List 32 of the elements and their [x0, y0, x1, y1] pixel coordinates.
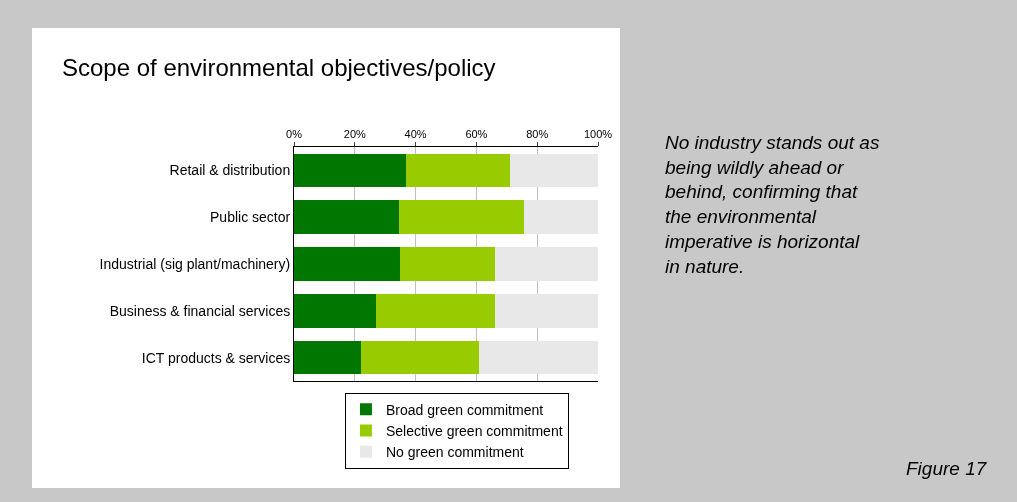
bar [494, 247, 598, 281]
y-tick-label: Retail & distribution [169, 162, 291, 179]
text: No industry stands out as being wildly ahead or behind, confirming that the environmental imperative is horizontal in nature. [665, 132, 880, 277]
x-tick-label: 100% [583, 127, 613, 140]
bar [400, 247, 495, 281]
bar [294, 200, 399, 235]
y-tick-label: Public sector [210, 209, 291, 226]
bar [376, 293, 495, 328]
bar [294, 293, 377, 328]
bar [398, 200, 524, 235]
bar [294, 153, 407, 188]
caption: Figure 17 [906, 458, 988, 479]
legend-label: Broad green commitment [385, 401, 544, 418]
x-tick-label: 20% [343, 127, 367, 140]
chart-title: Scope of environmental objectives/policy [62, 54, 496, 82]
y-tick-label: Business & financial services [109, 302, 291, 319]
bar [294, 340, 361, 375]
bar [294, 247, 401, 281]
bar [509, 153, 598, 188]
x-tick-label: 80% [526, 127, 549, 140]
bar [494, 293, 598, 328]
bar [360, 340, 480, 375]
y-tick-label: ICT products & services [141, 349, 291, 366]
bar [406, 153, 510, 188]
legend-label: Selective green commitment [385, 422, 563, 439]
y-tick-label: Industrial (sig plant/machinery) [99, 255, 291, 272]
x-tick-label: 0% [286, 127, 303, 140]
x-tick-label: 40% [404, 127, 427, 140]
bar [479, 340, 598, 375]
legend-label: No green commitment [385, 444, 524, 461]
x-tick-label: 60% [465, 127, 488, 140]
bar [523, 200, 598, 235]
